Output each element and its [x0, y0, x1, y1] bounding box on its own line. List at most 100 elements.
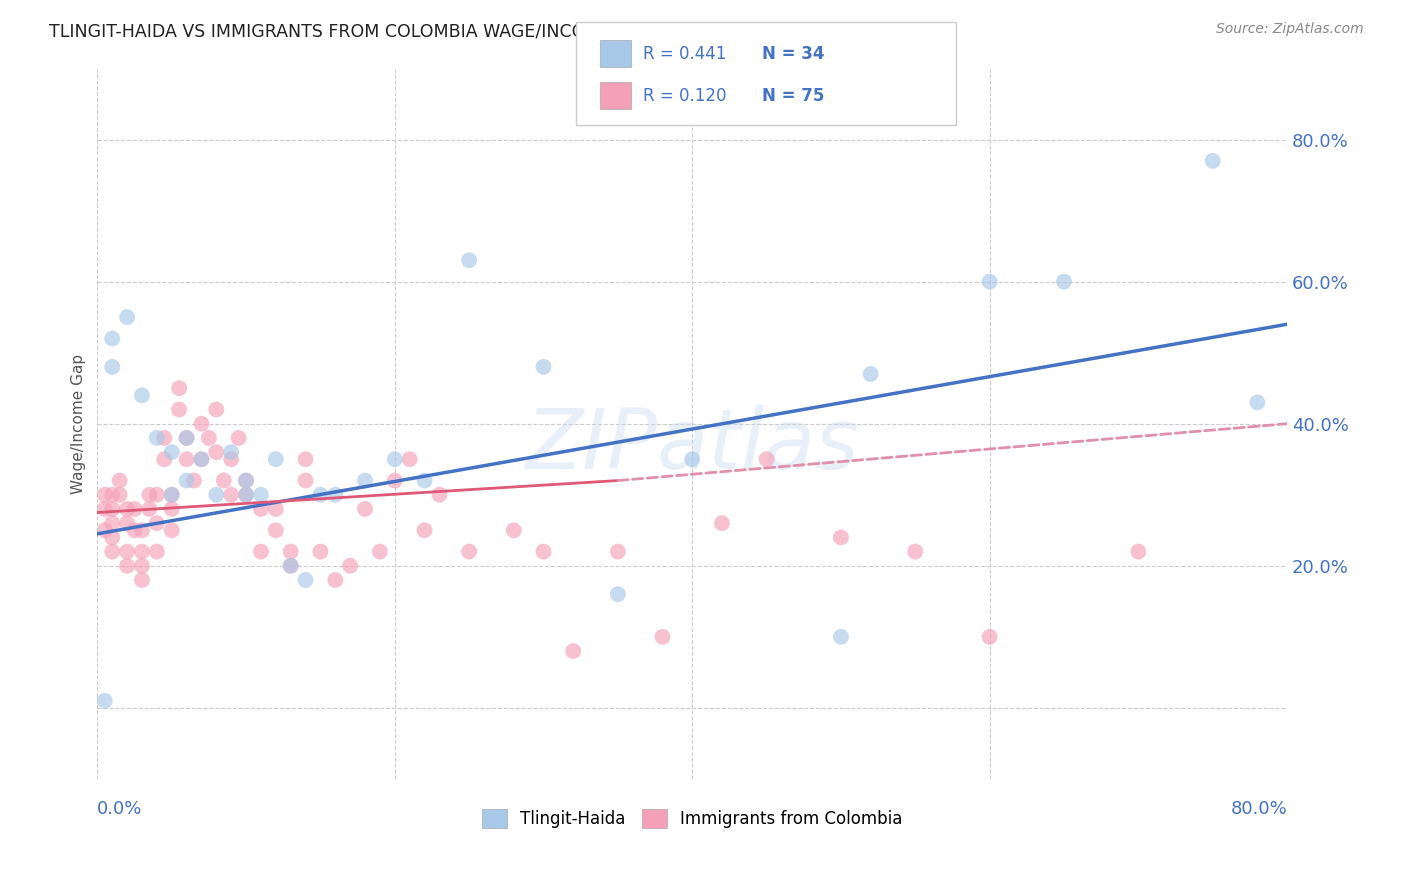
Point — [606, 587, 628, 601]
Point — [228, 431, 250, 445]
Point — [115, 544, 138, 558]
Point — [830, 630, 852, 644]
Point — [979, 275, 1001, 289]
Point — [115, 502, 138, 516]
Point — [235, 474, 257, 488]
Point — [108, 474, 131, 488]
Point — [280, 558, 302, 573]
Point — [354, 502, 377, 516]
Point — [294, 573, 316, 587]
Text: N = 34: N = 34 — [762, 45, 824, 62]
Point — [124, 523, 146, 537]
Point — [1202, 153, 1225, 168]
Point — [294, 452, 316, 467]
Point — [153, 431, 176, 445]
Text: N = 75: N = 75 — [762, 87, 824, 104]
Point — [160, 502, 183, 516]
Point — [458, 253, 481, 268]
Point — [160, 488, 183, 502]
Point — [205, 488, 228, 502]
Point — [153, 452, 176, 467]
Point — [398, 452, 420, 467]
Point — [115, 310, 138, 325]
Point — [176, 431, 198, 445]
Point — [323, 488, 346, 502]
Point — [429, 488, 451, 502]
Point — [681, 452, 703, 467]
Point — [212, 474, 235, 488]
Point — [235, 474, 257, 488]
Point — [606, 544, 628, 558]
Point — [323, 573, 346, 587]
Point — [219, 488, 242, 502]
Point — [94, 523, 117, 537]
Point — [309, 488, 332, 502]
Point — [219, 452, 242, 467]
Point — [167, 381, 190, 395]
Point — [167, 402, 190, 417]
Point — [413, 474, 436, 488]
Point — [160, 445, 183, 459]
Point — [131, 544, 153, 558]
Point — [384, 452, 406, 467]
Point — [101, 516, 124, 531]
Point — [264, 452, 287, 467]
Point — [176, 474, 198, 488]
Point — [146, 488, 169, 502]
Point — [176, 431, 198, 445]
Point — [190, 452, 212, 467]
Text: Source: ZipAtlas.com: Source: ZipAtlas.com — [1216, 22, 1364, 37]
Point — [138, 488, 160, 502]
Point — [979, 630, 1001, 644]
Point — [101, 359, 124, 374]
Point — [101, 544, 124, 558]
Text: 0.0%: 0.0% — [97, 800, 143, 818]
Point — [190, 452, 212, 467]
Point — [115, 516, 138, 531]
Point — [205, 445, 228, 459]
Point — [146, 516, 169, 531]
Point — [264, 502, 287, 516]
Point — [1053, 275, 1076, 289]
Point — [108, 488, 131, 502]
Legend: Tlingit-Haida, Immigrants from Colombia: Tlingit-Haida, Immigrants from Colombia — [475, 802, 910, 835]
Point — [205, 402, 228, 417]
Point — [859, 367, 882, 381]
Text: R = 0.441: R = 0.441 — [643, 45, 725, 62]
Point — [115, 558, 138, 573]
Point — [94, 488, 117, 502]
Point — [101, 488, 124, 502]
Point — [94, 502, 117, 516]
Text: R = 0.120: R = 0.120 — [643, 87, 725, 104]
Point — [131, 573, 153, 587]
Point — [294, 474, 316, 488]
Point — [183, 474, 205, 488]
Point — [458, 544, 481, 558]
Point — [904, 544, 927, 558]
Point — [280, 558, 302, 573]
Point — [101, 530, 124, 544]
Point — [94, 694, 117, 708]
Point — [101, 502, 124, 516]
Point — [219, 445, 242, 459]
Point — [710, 516, 733, 531]
Point — [131, 523, 153, 537]
Point — [502, 523, 524, 537]
Point — [830, 530, 852, 544]
Point — [146, 544, 169, 558]
Text: 80.0%: 80.0% — [1230, 800, 1286, 818]
Point — [339, 558, 361, 573]
Point — [1128, 544, 1150, 558]
Point — [131, 388, 153, 402]
Y-axis label: Wage/Income Gap: Wage/Income Gap — [72, 353, 86, 494]
Point — [368, 544, 391, 558]
Point — [101, 331, 124, 345]
Point — [198, 431, 221, 445]
Text: TLINGIT-HAIDA VS IMMIGRANTS FROM COLOMBIA WAGE/INCOME GAP CORRELATION CHART: TLINGIT-HAIDA VS IMMIGRANTS FROM COLOMBI… — [49, 22, 848, 40]
Point — [190, 417, 212, 431]
Point — [280, 544, 302, 558]
Point — [250, 544, 273, 558]
Point — [384, 474, 406, 488]
Point — [562, 644, 585, 658]
Point — [160, 523, 183, 537]
